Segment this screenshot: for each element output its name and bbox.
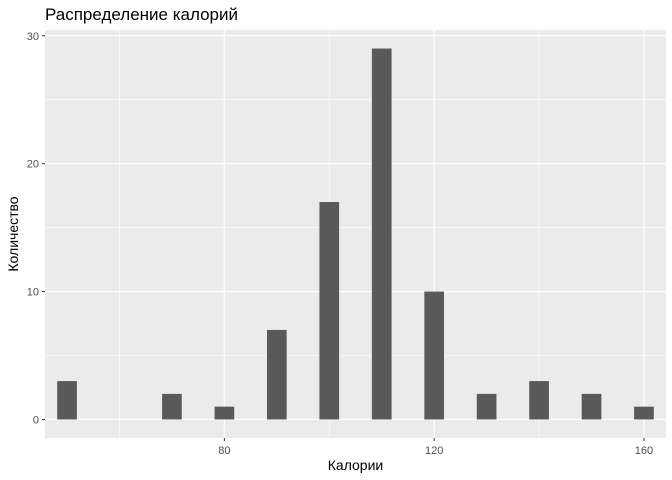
x-tick-label: 160 — [635, 445, 653, 457]
bar — [319, 202, 340, 420]
y-tick-label: 30 — [27, 31, 39, 43]
x-axis-title: Калории — [328, 457, 383, 473]
x-axis: 80 120 160 — [218, 438, 653, 457]
bar — [634, 406, 654, 420]
y-tick-label: 0 — [33, 414, 39, 426]
bar — [581, 393, 602, 420]
x-tick-label: 80 — [218, 445, 230, 457]
bar — [214, 406, 235, 420]
bar — [424, 291, 445, 420]
chart-title: Распределение калорий — [45, 5, 238, 24]
x-tick-label: 120 — [425, 445, 443, 457]
bar — [266, 329, 287, 420]
bar — [476, 393, 497, 420]
bar — [529, 381, 549, 420]
y-tick-label: 20 — [27, 159, 39, 171]
bar — [162, 393, 182, 420]
bars — [57, 48, 654, 420]
y-axis: 0 10 20 30 — [27, 31, 45, 426]
bar — [371, 48, 392, 420]
grid-minor — [45, 30, 666, 438]
plot-panel — [45, 30, 666, 438]
grid-major — [45, 30, 666, 438]
y-tick-label: 10 — [27, 287, 39, 299]
y-axis-title: Количество — [5, 196, 21, 271]
bar — [57, 381, 77, 420]
